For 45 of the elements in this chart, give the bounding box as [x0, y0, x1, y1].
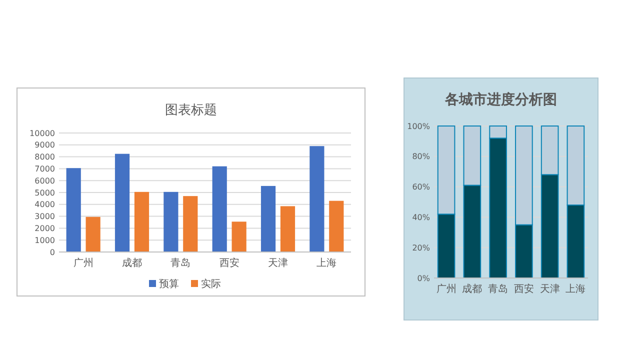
y-tick-label: 2000: [34, 224, 55, 233]
y-tick-label: 6000: [34, 176, 55, 186]
bar: [183, 196, 198, 252]
y-tick-label: 5000: [34, 188, 55, 198]
x-tick-label: 广州: [73, 257, 94, 269]
y-tick-label: 80%: [412, 152, 430, 162]
y-tick-label: 1000: [34, 236, 55, 245]
chart-title: 图表标题: [165, 103, 217, 118]
y-tick-label: 7000: [34, 164, 55, 174]
x-tick-label: 青岛: [488, 283, 508, 295]
bar: [86, 216, 100, 252]
y-tick-label: 4000: [34, 200, 55, 210]
bar: [280, 206, 296, 252]
bar: [134, 192, 150, 252]
legend-label: 实际: [201, 278, 221, 290]
bar: [66, 168, 81, 252]
x-tick-label: 天津: [268, 257, 288, 269]
y-tick-label: 3000: [34, 212, 55, 222]
y-tick-label: 60%: [412, 182, 430, 192]
x-tick-label: 成都: [122, 257, 142, 269]
y-tick-label: 40%: [412, 213, 430, 222]
bar: [164, 192, 178, 252]
x-tick-label: 成都: [462, 283, 482, 295]
bar: [310, 146, 324, 252]
x-tick-label: 上海: [316, 257, 337, 269]
bar: [329, 200, 344, 252]
bar: [212, 166, 227, 252]
x-tick-label: 天津: [540, 283, 560, 295]
y-tick-label: 9000: [34, 140, 55, 150]
x-tick-label: 西安: [219, 257, 240, 269]
x-tick-label: 青岛: [170, 257, 191, 269]
chart-title: 各城市进度分析图: [444, 91, 557, 108]
y-tick-label: 100%: [407, 122, 430, 131]
y-tick-label: 0%: [417, 274, 430, 283]
y-tick-label: 0: [50, 248, 55, 257]
y-tick-label: 8000: [34, 152, 55, 162]
bar: [114, 154, 130, 252]
bar: [232, 222, 246, 252]
y-tick-label: 10000: [30, 128, 55, 138]
x-tick-label: 广州: [436, 283, 456, 295]
x-tick-label: 西安: [514, 283, 534, 295]
legend-label: 预算: [159, 278, 179, 290]
x-tick-label: 上海: [566, 283, 586, 295]
bar: [260, 186, 276, 252]
y-tick-label: 20%: [412, 243, 430, 252]
